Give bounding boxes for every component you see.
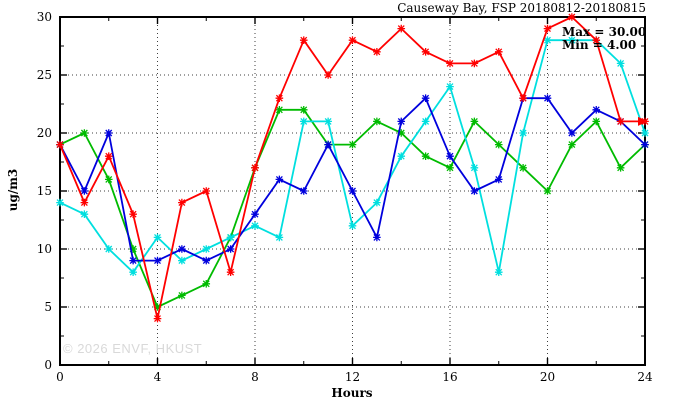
y-tick-label: 30: [37, 10, 52, 24]
y-tick-label: 20: [37, 126, 52, 140]
y-tick-label: 10: [37, 242, 52, 256]
legend-max-label: Max = 30.00: [562, 25, 647, 39]
legend-min-label: Min = 4.00: [562, 38, 637, 52]
y-tick-label: 0: [44, 358, 52, 372]
x-tick-label: 8: [251, 370, 259, 384]
series-red-markers: [56, 13, 649, 323]
x-axis-label: Hours: [331, 386, 373, 400]
y-tick-label: 25: [37, 68, 52, 82]
watermark: © 2026 ENVF, HKUST: [63, 341, 203, 356]
series-red-end-arrow: [638, 116, 648, 126]
x-tick-label: 4: [154, 370, 162, 384]
series-blue-markers: [56, 94, 649, 265]
x-tick-label: 16: [442, 370, 457, 384]
series-cyan-markers: [56, 36, 649, 276]
chart-title: Causeway Bay, FSP 20180812-20180815: [397, 1, 646, 15]
y-tick-label: 5: [44, 300, 52, 314]
x-tick-label: 0: [56, 370, 64, 384]
series-blue-line: [59, 97, 646, 262]
y-axis-label: ug/m3: [6, 168, 20, 212]
x-tick-label: 12: [345, 370, 360, 384]
x-tick-label: 24: [637, 370, 653, 384]
series-green-markers: [56, 106, 649, 311]
plot-border: [59, 16, 646, 366]
x-tick-label: 20: [540, 370, 555, 384]
y-tick-label: 15: [37, 184, 52, 198]
